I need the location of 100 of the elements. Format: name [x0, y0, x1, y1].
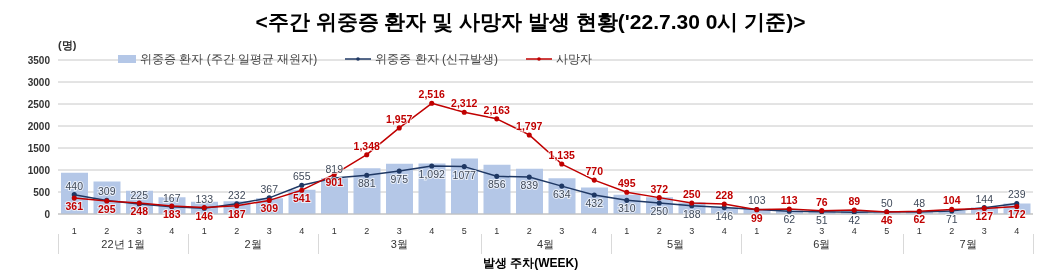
data-label: 975 [390, 173, 409, 186]
text: 6월 [812, 237, 832, 252]
data-label: 881 [357, 177, 376, 190]
legend-label: 사망자 [556, 52, 592, 66]
data-label: 232 [227, 188, 246, 201]
data-label: 146 [715, 209, 734, 222]
data-label: 250 [682, 188, 701, 200]
y-tick-label: 500 [33, 186, 51, 198]
x-tick-label: 4 [1014, 226, 1020, 237]
x-tick-label: 1 [494, 226, 500, 237]
data-label: 541 [292, 192, 311, 205]
data-label: 71 [945, 212, 958, 225]
x-tick-label: 1 [916, 226, 922, 237]
x-tick-label: 2 [526, 226, 532, 237]
data-label: 361 [65, 200, 84, 213]
x-tick-label: 5 [884, 226, 890, 237]
x-tick-label: 4 [429, 226, 435, 237]
data-label: 89 [848, 195, 861, 208]
text: 22년 1월 [100, 237, 146, 252]
text: 4월 [535, 237, 556, 252]
x-tick-label: 4 [299, 226, 305, 237]
x-tick-label: 2 [786, 226, 792, 237]
x-tick-label: 3 [136, 226, 142, 237]
x-tick-label: 3 [396, 226, 402, 237]
data-label: 50 [880, 196, 893, 209]
data-label: 76 [815, 195, 828, 208]
x-tick-label: 1 [331, 226, 337, 237]
data-label: 1,797 [516, 119, 543, 132]
x-tick-label: 3 [266, 226, 272, 237]
data-label: 1,092 [418, 167, 446, 180]
data-label: 367 [260, 182, 279, 195]
x-tick-label: 3 [559, 226, 565, 237]
data-label: 46 [880, 213, 893, 226]
data-label: 2,516 [418, 88, 446, 101]
y-tick-label: 3500 [27, 54, 51, 66]
data-label: 309 [97, 185, 116, 198]
text: 5월 [665, 237, 686, 252]
data-label: 248 [130, 205, 149, 218]
data-label: 133 [195, 193, 214, 206]
x-tick-label: 3 [689, 226, 695, 237]
data-label: 655 [292, 170, 311, 183]
data-label: 48 [913, 196, 926, 209]
data-label: 62 [913, 213, 926, 226]
data-label: 634 [552, 188, 571, 201]
legend-label: 위중증 환자 (신규발생) [375, 52, 498, 66]
data-label: 146 [195, 209, 214, 222]
y-tick-label: 2500 [27, 98, 51, 110]
data-label: 432 [585, 196, 604, 209]
x-tick-label: 2 [364, 226, 370, 237]
x-tick-label: 2 [234, 226, 240, 237]
y-tick-label: 1500 [27, 142, 51, 154]
data-label: 839 [520, 179, 539, 192]
y-tick-label: 1000 [27, 164, 51, 176]
data-label: 372 [650, 182, 669, 195]
y-tick-label: 0 [44, 208, 51, 220]
data-label: 2,312 [451, 97, 478, 110]
data-label: 183 [162, 207, 181, 220]
data-label: 127 [975, 210, 994, 223]
x-tick-label: 1 [754, 226, 760, 237]
data-label: 819 [325, 162, 344, 175]
data-label: 250 [650, 205, 669, 217]
x-tick-label: 4 [851, 226, 857, 237]
x-tick-label: 1 [71, 226, 77, 237]
data-label: 172 [1007, 208, 1026, 221]
data-label: 62 [783, 213, 796, 226]
data-label: 901 [325, 176, 344, 189]
data-label: 188 [682, 207, 701, 220]
x-tick-label: 1 [624, 226, 630, 237]
x-tick-label: 2 [949, 226, 955, 237]
x-tick-label: 2 [656, 226, 662, 237]
y-tick-label: 3000 [27, 76, 51, 88]
data-label: 99 [750, 211, 763, 224]
data-label: 295 [97, 203, 116, 216]
data-label: 104 [942, 194, 961, 207]
legend-label: 위중증 환자 (주간 일평균 재원자) [140, 52, 318, 66]
data-label: 309 [260, 202, 279, 215]
text: 3월 [389, 237, 409, 252]
data-label: 856 [487, 178, 506, 191]
data-label: 167 [162, 191, 181, 204]
data-label: 228 [715, 188, 734, 201]
x-tick-label: 3 [981, 226, 987, 237]
y-axis-title: (명) [58, 38, 77, 53]
x-tick-label: 5 [461, 226, 467, 237]
data-label: 1,957 [386, 112, 413, 125]
data-label: 239 [1007, 188, 1026, 201]
data-label: 225 [130, 189, 149, 202]
x-tick-label: 3 [819, 226, 825, 237]
data-label: 495 [617, 177, 636, 190]
data-label: 440 [65, 179, 84, 192]
text: 7월 [958, 237, 978, 252]
data-label: 51 [815, 213, 828, 226]
x-tick-label: 4 [721, 226, 727, 237]
x-tick-label: 4 [591, 226, 597, 237]
x-tick-label: 1 [201, 226, 207, 237]
text: 2월 [243, 237, 263, 252]
x-axis-title: 발생 주차(WEEK) [481, 255, 580, 272]
x-tick-label: 4 [169, 226, 175, 237]
y-tick-label: 2000 [27, 120, 51, 132]
x-tick-label: 2 [104, 226, 110, 237]
data-label: 187 [227, 207, 246, 220]
